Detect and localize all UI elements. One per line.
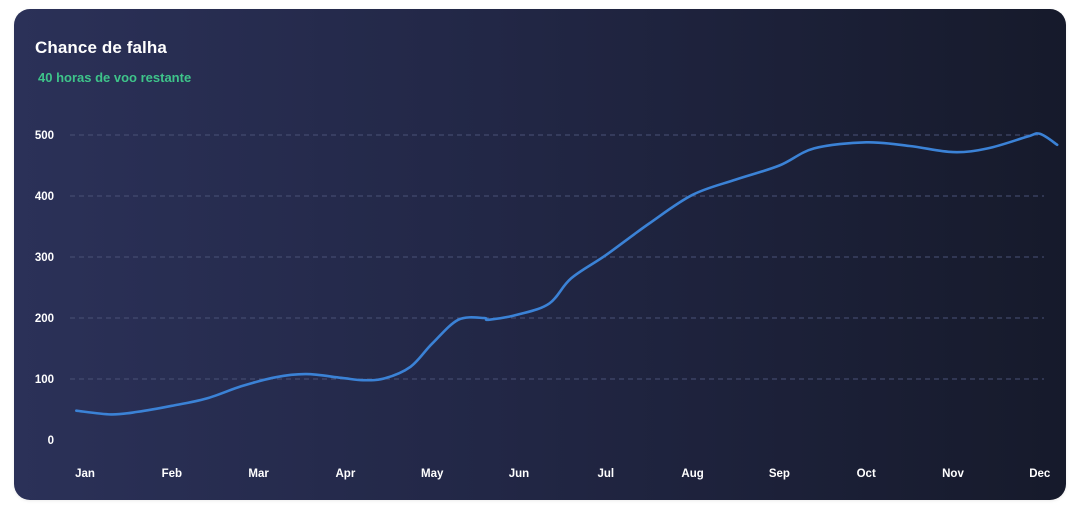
x-tick-label-jan: Jan [75,468,95,480]
x-tick-label-feb: Feb [162,468,182,480]
x-tick-label-nov: Nov [942,468,964,480]
x-tick-label-mar: Mar [248,468,269,480]
x-tick-label-sep: Sep [769,468,790,480]
line-chart: 0 100 200 300 400 500 Jan Feb Mar Apr May Jun Jul Aug… [35,130,1059,480]
chart-card: Chance de falha 40 horas de voo restante… [14,9,1066,500]
x-tick-label-dec: Dec [1029,468,1051,480]
y-tick-label-500: 500 [35,130,54,142]
x-tick-label-jun: Jun [509,468,529,480]
x-tick-label-aug: Aug [681,468,703,480]
y-tick-label-300: 300 [35,252,54,264]
x-tick-label-jul: Jul [597,468,614,480]
chart-subtitle: 40 horas de voo restante [38,70,192,85]
series-line-0 [75,132,1059,416]
x-tick-label-may: May [421,468,444,480]
y-tick-label-200: 200 [35,313,54,325]
y-tick-label-100: 100 [35,374,54,386]
x-tick-label-apr: Apr [335,468,355,480]
x-tick-label-oct: Oct [857,468,876,480]
y-tick-label-0: 0 [48,435,54,447]
y-tick-label-400: 400 [35,191,54,203]
chart-title: Chance de falha [35,38,167,57]
